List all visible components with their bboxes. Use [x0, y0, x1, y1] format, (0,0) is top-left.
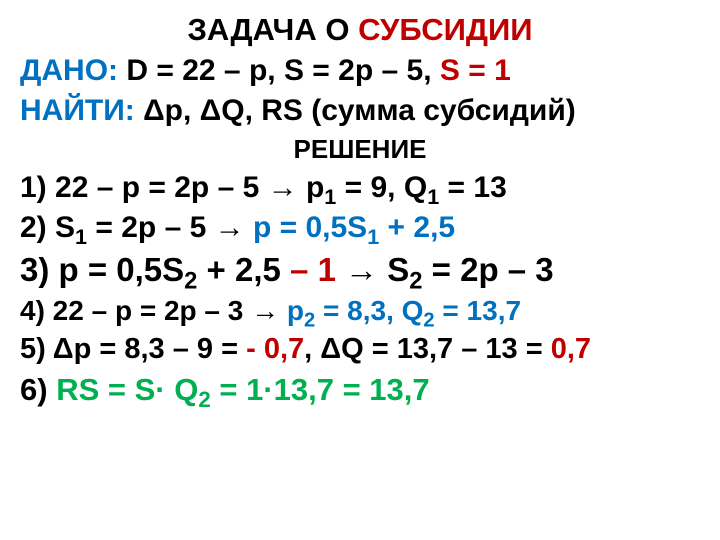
s4e: = 13,7	[435, 295, 521, 326]
s4sub2: 2	[423, 310, 434, 332]
s1sub2: 1	[427, 184, 439, 209]
s1c: = 13	[439, 171, 507, 204]
s4sub1: 2	[304, 310, 315, 332]
s4c	[315, 295, 323, 326]
s6a: 6)	[20, 372, 56, 407]
s3sub2: 2	[409, 268, 422, 295]
s5a: 5) Δp = 8,3 – 9 =	[20, 333, 246, 365]
s3a: 3) p = 0,5S	[20, 251, 184, 288]
find-label: НАЙТИ:	[20, 94, 143, 127]
step-4: 4) 22 – p = 2p – 3 → p2 = 8,3, Q2 = 13,7	[20, 295, 700, 327]
step-5: 5) Δp = 8,3 – 9 = - 0,7, ΔQ = 13,7 – 13 …	[20, 333, 700, 366]
given-label: ДАНО:	[20, 54, 126, 87]
s4b: p	[287, 295, 304, 326]
s5c: , ΔQ = 13,7 – 13 =	[304, 333, 551, 365]
step-6: 6) RS = S· Q2 = 1·13,7 = 13,7	[20, 372, 700, 408]
s3sub1: 2	[184, 268, 197, 295]
s6c: = 1·13,7 = 13,7	[211, 372, 430, 407]
s6b: RS = S· Q	[56, 372, 198, 407]
s5d: 0,7	[551, 333, 591, 365]
step-3: 3) p = 0,5S2 + 2,5 – 1 → S2 = 2p – 3	[20, 251, 700, 289]
s2a: 2) S	[20, 211, 75, 244]
find-line: НАЙТИ: Δp, ΔQ, RS (сумма субсидий)	[20, 94, 700, 128]
s5b: - 0,7	[246, 333, 304, 365]
s3c: – 1	[290, 251, 345, 288]
title-text-1: ЗАДАЧА О	[187, 12, 358, 47]
given-b: S = 1	[432, 54, 511, 87]
s2sub2: 1	[367, 224, 379, 249]
s6sub1: 2	[198, 387, 210, 412]
s1a: 1) 22 – p = 2p – 5 → p	[20, 171, 324, 204]
given-a: D = 22 – p, S = 2p – 5,	[126, 54, 431, 87]
s2sub1: 1	[75, 224, 87, 249]
title: ЗАДАЧА О СУБСИДИИ	[20, 12, 700, 48]
s2d: + 2,5	[379, 211, 455, 244]
solution-heading: РЕШЕНИЕ	[20, 134, 700, 165]
title-text-2: СУБСИДИИ	[358, 12, 532, 47]
step-2: 2) S1 = 2p – 5 → p = 0,5S1 + 2,5	[20, 211, 700, 245]
find-text: Δp, ΔQ, RS (сумма субсидий)	[143, 94, 576, 127]
s3d: → S	[345, 251, 409, 288]
given-line: ДАНО: D = 22 – p, S = 2p – 5, S = 1	[20, 54, 700, 88]
s4d: = 8,3, Q	[323, 295, 423, 326]
s4a: 4) 22 – p = 2p – 3 →	[20, 295, 287, 326]
s3b: + 2,5	[197, 251, 290, 288]
s2c: p = 0,5S	[245, 211, 368, 244]
s2b: = 2p – 5 →	[87, 211, 245, 244]
s1sub1: 1	[324, 184, 336, 209]
step-1: 1) 22 – p = 2p – 5 → p1 = 9, Q1 = 13	[20, 171, 700, 205]
s3e: = 2p – 3	[423, 251, 554, 288]
s1b: = 9, Q	[336, 171, 427, 204]
